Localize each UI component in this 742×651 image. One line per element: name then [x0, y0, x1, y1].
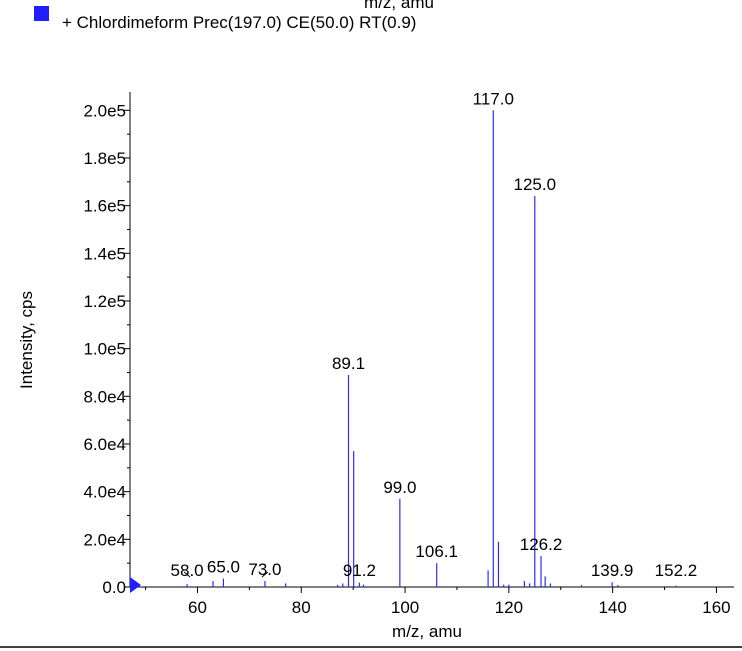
peak-label: 152.2 — [655, 561, 698, 580]
peak-label: 139.9 — [591, 561, 634, 580]
peak-label: 125.0 — [514, 175, 557, 194]
plot-area: 0.0 2.0e4 4.0e4 6.0e4 8.0e4 1.0e5 1.2e5 1.4e5 1.… — [83, 89, 734, 617]
x-axis-title: m/z, amu — [392, 622, 462, 641]
peak-label: 73.0 — [248, 560, 281, 579]
x-tick-label: 160 — [702, 598, 730, 617]
x-tick-label: 80 — [292, 598, 311, 617]
origin-marker — [130, 577, 141, 593]
peak-label: 65.0 — [207, 558, 240, 577]
x-tick-label: 140 — [598, 598, 626, 617]
y-tick-label: 1.4e5 — [83, 244, 126, 263]
peak-label: 99.0 — [383, 478, 416, 497]
y-tick-label: 2.0e4 — [83, 530, 126, 549]
label-leader — [261, 571, 269, 578]
peak-label: 126.2 — [520, 535, 563, 554]
label-leader — [183, 571, 191, 578]
y-tick-label: 1.2e5 — [83, 292, 126, 311]
x-tick-label: 100 — [391, 598, 419, 617]
top-axis-label: m/z, amu — [364, 0, 434, 12]
y-tick-label: 2.0e5 — [83, 101, 126, 120]
y-tick-label: 1.6e5 — [83, 197, 126, 216]
y-tick-label: 1.8e5 — [83, 149, 126, 168]
y-tick-label: 6.0e4 — [83, 435, 126, 454]
y-tick-label: 1.0e5 — [83, 340, 126, 359]
peak-label: 89.1 — [332, 354, 365, 373]
peak-label: 58.0 — [171, 561, 204, 580]
y-tick-label: 8.0e4 — [83, 387, 126, 406]
legend-label: + Chlordimeform Prec(197.0) CE(50.0) RT(… — [62, 13, 416, 32]
y-axis-title: Intensity, cps — [17, 291, 36, 389]
y-tick-label: 4.0e4 — [83, 483, 126, 502]
peak-label: 91.2 — [343, 561, 376, 580]
legend-swatch — [34, 6, 49, 21]
y-tick-label: 0.0 — [102, 578, 126, 597]
peak-label: 117.0 — [473, 89, 514, 108]
peak-label: 106.1 — [415, 542, 458, 561]
x-tick-label: 120 — [495, 598, 523, 617]
x-tick-label: 60 — [188, 598, 207, 617]
